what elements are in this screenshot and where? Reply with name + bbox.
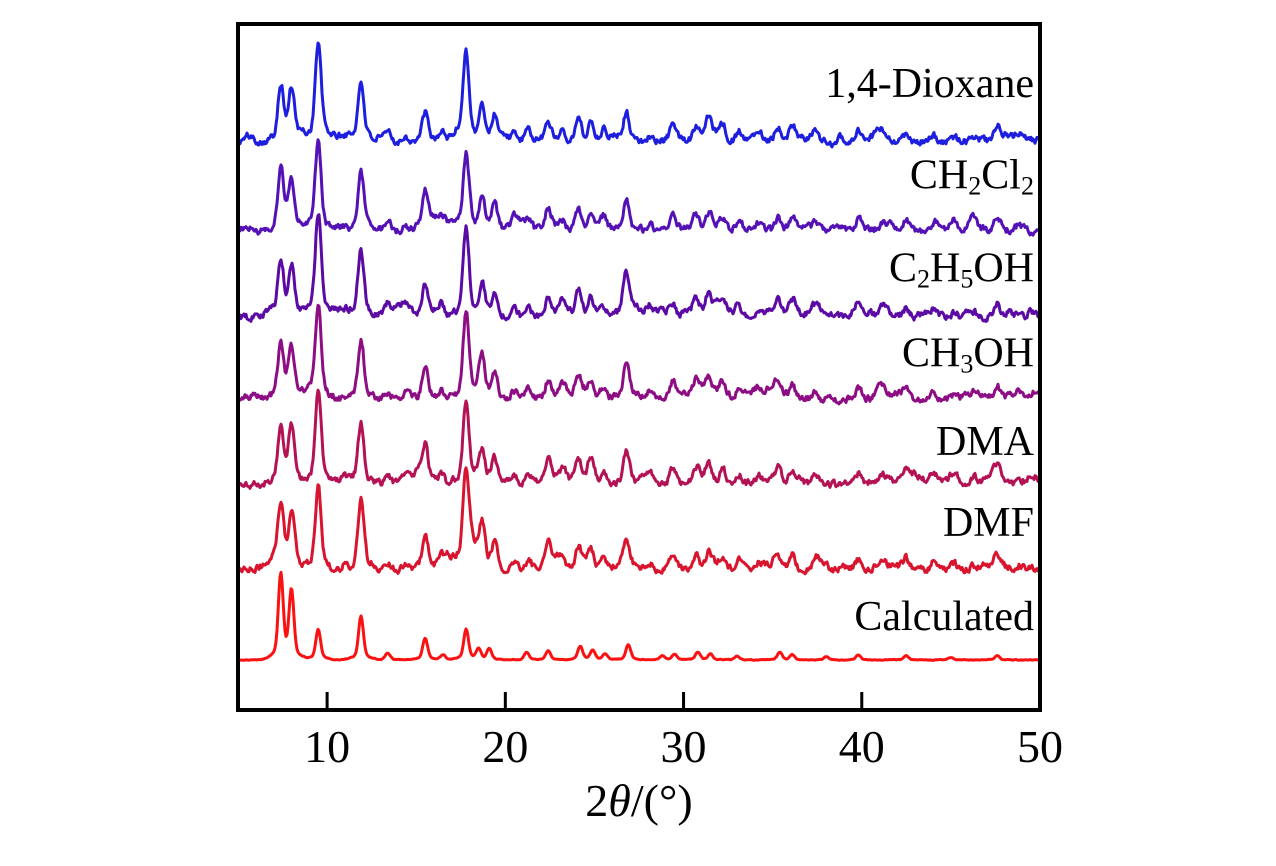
x-tick-label-40: 40	[838, 721, 885, 772]
subscript-text: 2	[1020, 171, 1034, 201]
trace-dma	[240, 388, 1038, 490]
label-text: /(°)	[630, 775, 693, 826]
label-text: CH	[901, 330, 961, 377]
series-label-calculated: Calculated	[854, 596, 1034, 638]
x-tick-label-30: 30	[660, 721, 707, 772]
label-text: θ	[608, 775, 631, 826]
label-text: Cl	[981, 152, 1021, 199]
trace-ch-cl-	[240, 138, 1038, 237]
label-text: OH	[973, 245, 1034, 292]
subscript-text: 2	[968, 171, 982, 201]
label-text: 2	[585, 775, 609, 826]
series-label-dmf: DMF	[943, 502, 1034, 544]
x-tick-label-20: 20	[482, 721, 529, 772]
subscript-text: 5	[960, 264, 974, 294]
subscript-text: 3	[960, 349, 974, 379]
label-text: 1,4-Dioxane	[825, 61, 1034, 107]
x-axis-title: 2θ/(°)	[585, 778, 692, 824]
trace-c-h-oh	[240, 213, 1038, 323]
x-tick-label-10: 10	[304, 721, 351, 772]
trace-ch-oh	[240, 303, 1038, 406]
subscript-text: 2	[916, 264, 930, 294]
series-label-ch-oh: CH3OH	[902, 333, 1034, 378]
label-text: OH	[973, 330, 1034, 377]
x-tick-label-50: 50	[1017, 721, 1063, 772]
trace-calculated	[240, 570, 1038, 662]
series-label-dma: DMA	[936, 421, 1034, 463]
trace-dmf	[240, 466, 1038, 576]
trace-1-4-dioxane	[240, 41, 1038, 149]
label-text: C	[888, 245, 917, 292]
label-text: H	[929, 245, 961, 292]
series-label-1-4-dioxane: 1,4-Dioxane	[825, 63, 1034, 105]
traces-group	[240, 41, 1038, 662]
label-text: Calculated	[854, 594, 1034, 640]
plot-frame	[236, 22, 1042, 712]
label-text: CH	[909, 152, 969, 199]
label-text: DMF	[942, 500, 1034, 546]
label-text: DMA	[935, 419, 1034, 465]
series-label-ch-cl-: CH2Cl2	[910, 155, 1034, 200]
series-label-c-h-oh: C2H5OH	[889, 248, 1034, 293]
